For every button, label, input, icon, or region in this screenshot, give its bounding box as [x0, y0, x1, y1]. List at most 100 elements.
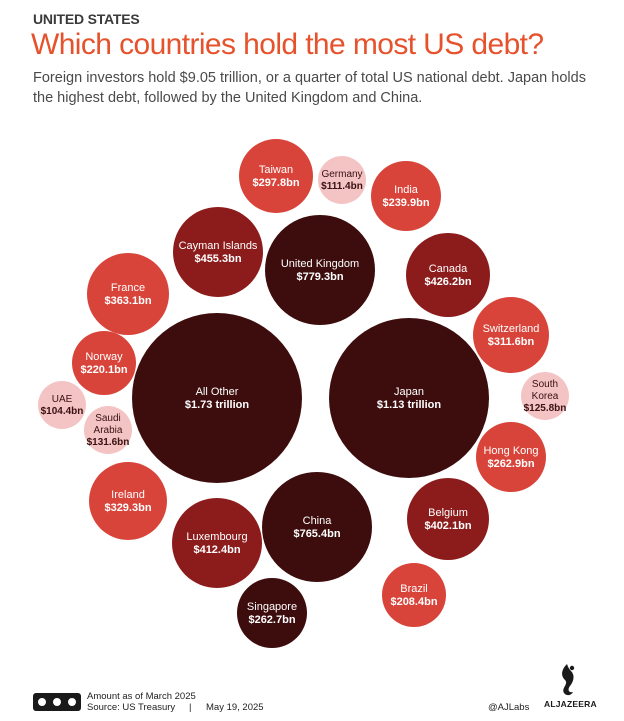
- bubble-value-belgium: $402.1bn: [424, 520, 471, 532]
- bubble-name-china: China: [303, 515, 333, 527]
- bubble-value-switzerland: $311.6bn: [488, 336, 535, 348]
- bubble-value-japan: $1.13 trillion: [377, 399, 441, 411]
- bubble-circle-saudi-arabia: [84, 406, 132, 454]
- bubble-germany: Germany$111.4bn: [318, 156, 366, 204]
- bubble-france: France$363.1bn: [87, 253, 169, 335]
- bubble-circle-brazil: [382, 563, 446, 627]
- bubble-name-united-kingdom: United Kingdom: [281, 258, 359, 270]
- bubble-name-ireland: Ireland: [111, 489, 145, 501]
- bubble-value-south-korea: $125.8bn: [524, 403, 567, 414]
- chart-subtitle: Foreign investors hold $9.05 trillion, o…: [33, 70, 586, 106]
- bubble-india: India$239.9bn: [371, 161, 441, 231]
- bubble-canada: Canada$426.2bn: [406, 233, 490, 317]
- bubble-name-all-other: All Other: [196, 386, 239, 398]
- bubble-hong-kong: Hong Kong$262.9bn: [476, 422, 546, 492]
- bubble-value-uae: $104.4bn: [41, 406, 84, 417]
- aljazeera-logo: ALJAZEERA: [544, 663, 597, 713]
- bubble-circle-hong-kong: [476, 422, 546, 492]
- footer-notes: Amount as of March 2025 Source: US Treas…: [87, 691, 196, 713]
- bubble-all-other: All Other$1.73 trillion: [132, 313, 302, 483]
- bubble-circle-ireland: [89, 462, 167, 540]
- bubble-circle-cayman-islands: [173, 207, 263, 297]
- bubble-circle-switzerland: [473, 297, 549, 373]
- bubble-value-saudi-arabia: $131.6bn: [87, 437, 130, 448]
- kicker: UNITED STATES: [33, 11, 140, 27]
- bubble-japan: Japan$1.13 trillion: [329, 318, 489, 478]
- bubble-value-canada: $426.2bn: [424, 276, 471, 288]
- footer-date: May 19, 2025: [206, 702, 264, 713]
- bubble-taiwan: Taiwan$297.8bn: [239, 139, 313, 213]
- bubble-name-norway: Norway: [85, 351, 123, 363]
- bubble-name-india: India: [394, 184, 419, 196]
- ajlabs-handle: @AJLabs: [488, 702, 530, 713]
- bubble-circle-taiwan: [239, 139, 313, 213]
- bubble-name-uae: UAE: [52, 394, 73, 405]
- bubble-norway: Norway$220.1bn: [72, 331, 136, 395]
- bubble-circle-norway: [72, 331, 136, 395]
- bubble-value-france: $363.1bn: [104, 295, 151, 307]
- bubble-circle-south-korea: [521, 372, 569, 420]
- bubble-name-brazil: Brazil: [400, 583, 428, 595]
- aljazeera-logo-text: ALJAZEERA: [544, 699, 597, 709]
- bubble-value-luxembourg: $412.4bn: [193, 544, 240, 556]
- bubble-name-japan: Japan: [394, 386, 424, 398]
- aljazeera-logo-mark-icon: [562, 664, 575, 696]
- bubble-luxembourg: Luxembourg$412.4bn: [172, 498, 262, 588]
- bubble-name-saudi-arabia: Saudi: [95, 413, 121, 424]
- bubble-circle-china: [262, 472, 372, 582]
- footer-note: Amount as of March 2025: [87, 691, 196, 702]
- bubble-ireland: Ireland$329.3bn: [89, 462, 167, 540]
- bubble-name-france: France: [111, 282, 145, 294]
- bubble-uae: UAE$104.4bn: [38, 381, 86, 429]
- bubble-name-canada: Canada: [429, 263, 468, 275]
- bubble-name-luxembourg: Luxembourg: [186, 531, 247, 543]
- bubble-name-taiwan: Taiwan: [259, 164, 293, 176]
- bubble-value-germany: $111.4bn: [321, 181, 363, 192]
- bubble-value-united-kingdom: $779.3bn: [296, 271, 343, 283]
- bubble-value-brazil: $208.4bn: [390, 596, 437, 608]
- bubble-name-hong-kong: Hong Kong: [483, 445, 538, 457]
- bubble-value-all-other: $1.73 trillion: [185, 399, 249, 411]
- bubble-name-germany: Germany: [321, 169, 362, 180]
- bubble-value-hong-kong: $262.9bn: [487, 458, 534, 470]
- footer-source: Source: US Treasury: [87, 702, 176, 713]
- bubble-value-taiwan: $297.8bn: [252, 177, 299, 189]
- bubble-name-singapore: Singapore: [247, 601, 297, 613]
- bubble-singapore: Singapore$262.7bn: [237, 578, 307, 648]
- bubble-circle-singapore: [237, 578, 307, 648]
- bubble-name-cayman-islands: Cayman Islands: [179, 240, 258, 252]
- bubble-circle-france: [87, 253, 169, 335]
- bubble-name-south-korea: Korea: [532, 391, 559, 402]
- bubble-china: China$765.4bn: [262, 472, 372, 582]
- bubble-value-china: $765.4bn: [293, 528, 340, 540]
- bubble-value-singapore: $262.7bn: [248, 614, 295, 626]
- bubble-circle-united-kingdom: [265, 215, 375, 325]
- bubble-circle-germany: [318, 156, 366, 204]
- bubble-value-india: $239.9bn: [382, 197, 429, 209]
- bubble-cayman-islands: Cayman Islands$455.3bn: [173, 207, 263, 297]
- bubble-value-cayman-islands: $455.3bn: [194, 253, 241, 265]
- bubble-circle-belgium: [407, 478, 489, 560]
- bubble-circle-luxembourg: [172, 498, 262, 588]
- bubble-name-south-korea: South: [532, 379, 558, 390]
- bubble-value-ireland: $329.3bn: [104, 502, 151, 514]
- bubble-name-saudi-arabia: Arabia: [94, 425, 123, 436]
- bubble-united-kingdom: United Kingdom$779.3bn: [265, 215, 375, 325]
- bubble-switzerland: Switzerland$311.6bn: [473, 297, 549, 373]
- bubble-circle-all-other: [132, 313, 302, 483]
- footer-separator: |: [189, 702, 192, 713]
- bubble-circle-india: [371, 161, 441, 231]
- bubble-belgium: Belgium$402.1bn: [407, 478, 489, 560]
- creative-commons-icon: [33, 693, 81, 711]
- bubble-brazil: Brazil$208.4bn: [382, 563, 446, 627]
- chart-title: Which countries hold the most US debt?: [31, 28, 544, 61]
- bubble-circle-japan: [329, 318, 489, 478]
- bubble-name-switzerland: Switzerland: [483, 323, 540, 335]
- bubble-circle-canada: [406, 233, 490, 317]
- bubble-name-belgium: Belgium: [428, 507, 468, 519]
- bubble-circle-uae: [38, 381, 86, 429]
- bubble-value-norway: $220.1bn: [80, 364, 127, 376]
